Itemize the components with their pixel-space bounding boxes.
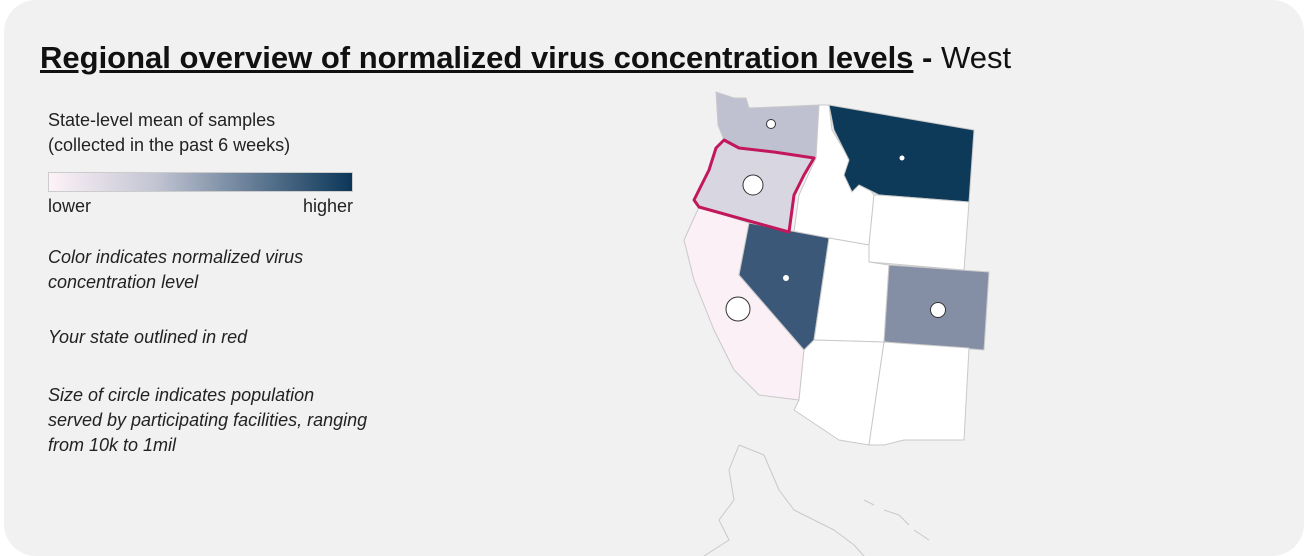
population-circle <box>930 302 946 318</box>
islands <box>863 499 930 541</box>
note: Your state outlined in red <box>48 327 248 347</box>
note: Size of circle indicates population serv… <box>48 385 368 455</box>
separator: - <box>922 40 933 75</box>
population-circle <box>899 155 905 161</box>
state <box>868 341 970 446</box>
population-circle <box>783 275 789 281</box>
note: Color indicates normalized virus concent… <box>48 247 304 292</box>
population-circle <box>725 296 751 322</box>
state <box>793 339 885 446</box>
legend-title-line: State-level mean of samples <box>48 110 276 130</box>
color-gradient <box>48 172 353 192</box>
population-circle <box>742 174 764 196</box>
card: Regional overview of normalized virus co… <box>4 0 1304 556</box>
legend-title-line: (collected in the past 6 weeks) <box>48 135 291 155</box>
alaska-outline <box>703 444 865 556</box>
title-text: Regional overview of normalized virus co… <box>40 40 914 75</box>
population-circle <box>766 119 776 129</box>
state <box>868 194 970 271</box>
low-label: lower <box>48 196 92 216</box>
title: Regional overview of normalized virus co… <box>40 40 1011 76</box>
legend-title: State-level mean of samples (collected i… <box>48 108 290 158</box>
region: West <box>941 40 1012 75</box>
map <box>683 91 990 556</box>
state <box>828 104 975 203</box>
high-label: higher <box>302 196 353 216</box>
